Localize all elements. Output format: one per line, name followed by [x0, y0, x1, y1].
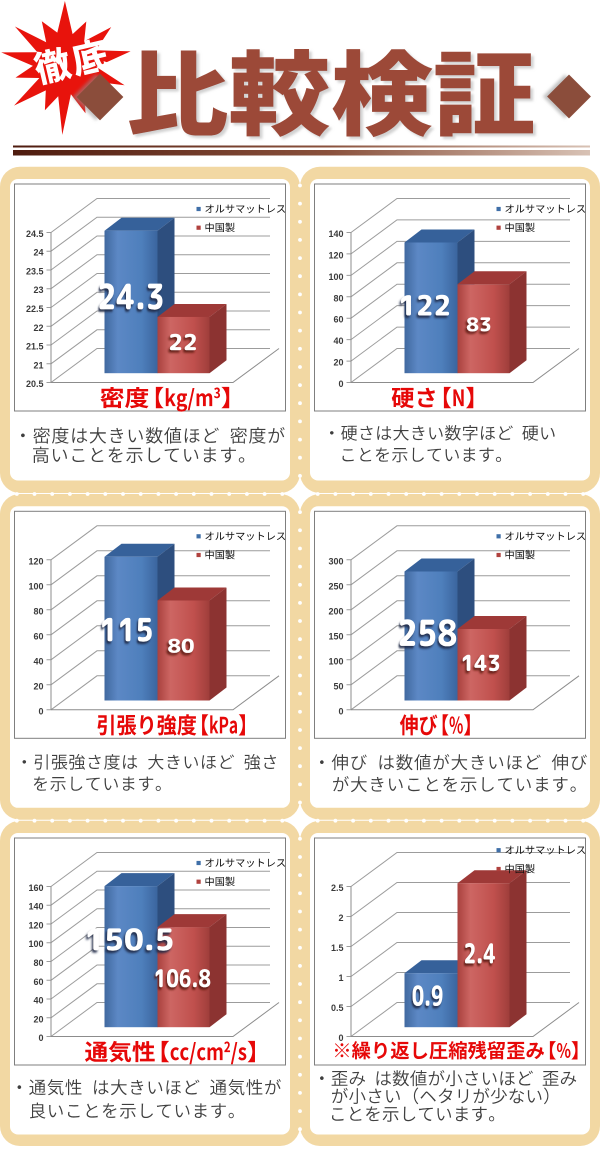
svg-text:0: 0: [338, 379, 343, 389]
svg-text:140: 140: [28, 902, 43, 912]
svg-text:120: 120: [28, 556, 43, 566]
svg-text:100: 100: [328, 656, 343, 666]
svg-text:23: 23: [33, 285, 43, 295]
svg-text:150: 150: [328, 631, 343, 641]
svg-text:50: 50: [333, 681, 343, 691]
svg-text:200: 200: [328, 606, 343, 616]
svg-text:2.5: 2.5: [331, 883, 344, 893]
svg-text:20: 20: [333, 358, 343, 368]
svg-text:40: 40: [333, 336, 343, 346]
svg-text:1: 1: [338, 973, 343, 983]
svg-text:0.5: 0.5: [331, 1003, 344, 1013]
svg-text:0: 0: [38, 706, 43, 716]
svg-text:80: 80: [33, 958, 43, 968]
svg-text:1.5: 1.5: [331, 943, 344, 953]
svg-text:2: 2: [338, 913, 343, 923]
svg-text:0: 0: [338, 1033, 343, 1043]
svg-text:40: 40: [33, 996, 43, 1006]
svg-text:80: 80: [33, 606, 43, 616]
svg-text:60: 60: [33, 631, 43, 641]
svg-text:250: 250: [328, 581, 343, 591]
svg-text:100: 100: [328, 272, 343, 282]
svg-text:23.5: 23.5: [26, 267, 44, 277]
svg-text:60: 60: [33, 977, 43, 987]
svg-text:120: 120: [328, 250, 343, 260]
svg-text:24: 24: [33, 248, 43, 258]
svg-text:20.5: 20.5: [26, 379, 44, 389]
svg-text:21.5: 21.5: [26, 342, 44, 352]
svg-text:100: 100: [28, 581, 43, 591]
svg-text:300: 300: [328, 556, 343, 566]
svg-text:80: 80: [333, 293, 343, 303]
svg-text:22.5: 22.5: [26, 304, 44, 314]
svg-text:20: 20: [33, 1014, 43, 1024]
svg-text:0: 0: [38, 1033, 43, 1043]
svg-text:40: 40: [33, 656, 43, 666]
svg-text:100: 100: [28, 939, 43, 949]
svg-text:60: 60: [333, 315, 343, 325]
svg-text:140: 140: [328, 229, 343, 239]
svg-text:22: 22: [33, 323, 43, 333]
svg-text:20: 20: [33, 681, 43, 691]
svg-text:0: 0: [338, 706, 343, 716]
svg-text:160: 160: [28, 883, 43, 893]
svg-text:24.5: 24.5: [26, 229, 44, 239]
svg-text:120: 120: [28, 921, 43, 931]
svg-text:21: 21: [33, 360, 43, 370]
